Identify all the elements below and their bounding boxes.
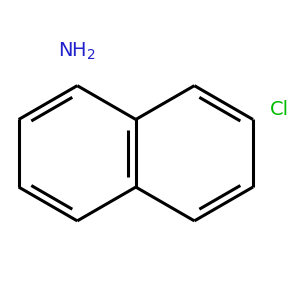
Text: NH$_2$: NH$_2$ (58, 40, 96, 62)
Text: Cl: Cl (270, 100, 289, 119)
